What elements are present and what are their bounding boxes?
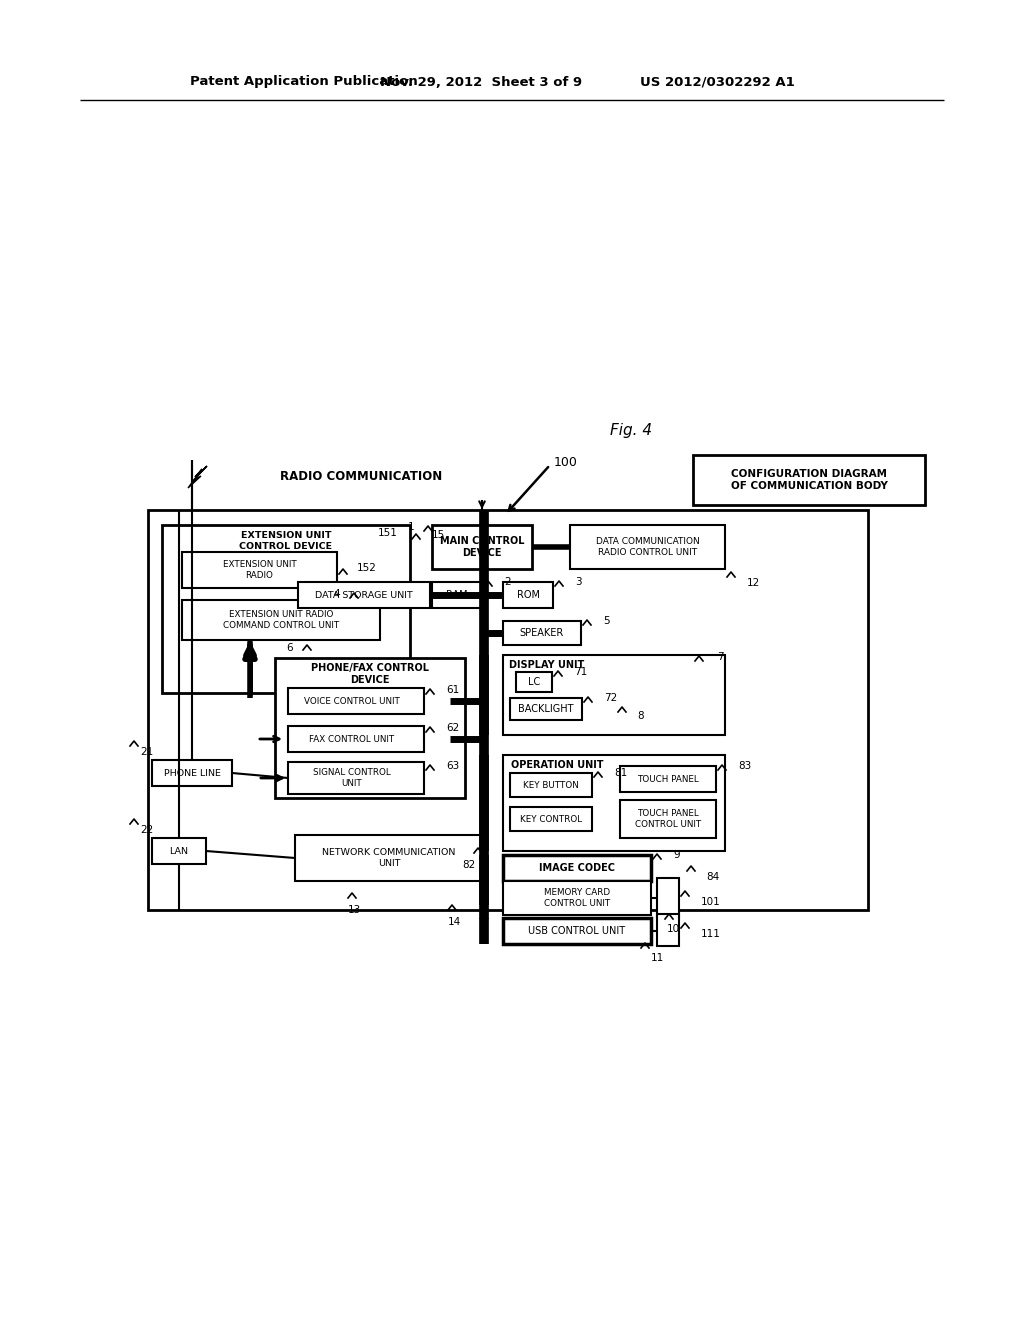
- Text: 61: 61: [446, 685, 459, 696]
- Bar: [162, 525, 410, 693]
- Text: 21: 21: [140, 747, 154, 756]
- Bar: [182, 601, 380, 640]
- Bar: [570, 525, 725, 569]
- Bar: [288, 726, 424, 752]
- Text: 10: 10: [667, 924, 680, 935]
- Bar: [288, 688, 424, 714]
- Text: MEMORY CARD
CONTROL UNIT: MEMORY CARD CONTROL UNIT: [544, 888, 610, 908]
- Text: NETWORK COMMUNICATION
UNIT: NETWORK COMMUNICATION UNIT: [323, 849, 456, 867]
- Bar: [693, 455, 925, 506]
- Text: US 2012/0302292 A1: US 2012/0302292 A1: [640, 75, 795, 88]
- Bar: [657, 878, 679, 917]
- Text: 151: 151: [378, 528, 398, 539]
- Bar: [295, 836, 483, 880]
- Text: 6: 6: [287, 643, 293, 653]
- Bar: [510, 774, 592, 797]
- Text: Nov. 29, 2012  Sheet 3 of 9: Nov. 29, 2012 Sheet 3 of 9: [380, 75, 582, 88]
- Bar: [182, 552, 337, 587]
- Text: 82: 82: [462, 861, 475, 870]
- Text: VOICE CONTROL UNIT: VOICE CONTROL UNIT: [304, 697, 400, 705]
- Bar: [148, 510, 868, 909]
- Bar: [298, 582, 430, 609]
- Bar: [503, 880, 651, 915]
- Text: DATA STORAGE UNIT: DATA STORAGE UNIT: [315, 590, 413, 599]
- Text: TOUCH PANEL
CONTROL UNIT: TOUCH PANEL CONTROL UNIT: [635, 809, 701, 829]
- Text: IMAGE CODEC: IMAGE CODEC: [539, 863, 615, 873]
- Text: 11: 11: [651, 953, 665, 964]
- Text: RAM: RAM: [446, 590, 468, 601]
- Text: 5: 5: [603, 616, 609, 626]
- Text: PHONE/FAX CONTROL
DEVICE: PHONE/FAX CONTROL DEVICE: [311, 663, 429, 685]
- Text: Fig. 4: Fig. 4: [610, 422, 652, 437]
- Text: 111: 111: [701, 929, 721, 939]
- Text: FAX CONTROL UNIT: FAX CONTROL UNIT: [309, 734, 394, 743]
- Text: KEY CONTROL: KEY CONTROL: [520, 814, 582, 824]
- Text: 72: 72: [604, 693, 617, 704]
- Text: Patent Application Publication: Patent Application Publication: [190, 75, 418, 88]
- Text: 63: 63: [446, 762, 459, 771]
- Bar: [503, 620, 581, 645]
- Text: TOUCH PANEL: TOUCH PANEL: [637, 775, 698, 784]
- Text: EXTENSION UNIT
CONTROL DEVICE: EXTENSION UNIT CONTROL DEVICE: [240, 531, 333, 550]
- Text: MAIN CONTROL
DEVICE: MAIN CONTROL DEVICE: [439, 536, 524, 558]
- Text: 1: 1: [408, 521, 414, 532]
- Polygon shape: [188, 466, 207, 488]
- Text: LAN: LAN: [170, 846, 188, 855]
- Text: SPEAKER: SPEAKER: [520, 628, 564, 638]
- Text: 12: 12: [746, 578, 760, 587]
- Text: 8: 8: [637, 711, 644, 721]
- Text: ROM: ROM: [516, 590, 540, 601]
- Bar: [432, 525, 532, 569]
- Text: 83: 83: [738, 762, 752, 771]
- Text: 4: 4: [334, 589, 340, 599]
- Text: CONFIGURATION DIAGRAM
OF COMMUNICATION BODY: CONFIGURATION DIAGRAM OF COMMUNICATION B…: [730, 469, 888, 491]
- Text: KEY BUTTON: KEY BUTTON: [523, 780, 579, 789]
- Bar: [275, 657, 465, 799]
- Bar: [152, 838, 206, 865]
- Bar: [620, 766, 716, 792]
- Text: OPERATION UNIT: OPERATION UNIT: [511, 760, 603, 770]
- Text: DISPLAY UNIT: DISPLAY UNIT: [509, 660, 585, 671]
- Bar: [503, 755, 725, 851]
- Text: EXTENSION UNIT
RADIO: EXTENSION UNIT RADIO: [222, 560, 296, 579]
- Bar: [288, 762, 424, 795]
- Text: BACKLIGHT: BACKLIGHT: [518, 704, 573, 714]
- Text: PHONE LINE: PHONE LINE: [164, 768, 220, 777]
- Text: 62: 62: [446, 723, 459, 733]
- Text: 101: 101: [701, 898, 721, 907]
- Text: EXTENSION UNIT RADIO
COMMAND CONTROL UNIT: EXTENSION UNIT RADIO COMMAND CONTROL UNI…: [223, 610, 339, 630]
- Text: RADIO COMMUNICATION: RADIO COMMUNICATION: [280, 470, 442, 483]
- Bar: [432, 582, 482, 609]
- Bar: [510, 698, 582, 719]
- Bar: [503, 917, 651, 944]
- Text: 152: 152: [357, 564, 377, 573]
- Text: DATA COMMUNICATION
RADIO CONTROL UNIT: DATA COMMUNICATION RADIO CONTROL UNIT: [596, 537, 699, 557]
- Text: USB CONTROL UNIT: USB CONTROL UNIT: [528, 927, 626, 936]
- Text: 71: 71: [574, 667, 587, 677]
- Bar: [503, 582, 553, 609]
- Bar: [657, 913, 679, 946]
- Text: SIGNAL CONTROL
UNIT: SIGNAL CONTROL UNIT: [313, 768, 391, 788]
- Text: 100: 100: [554, 457, 578, 470]
- Text: 13: 13: [348, 906, 361, 915]
- Text: 22: 22: [140, 825, 154, 836]
- Text: 14: 14: [449, 917, 461, 927]
- Text: 15: 15: [432, 531, 445, 540]
- Text: 7: 7: [717, 652, 724, 663]
- Text: 9: 9: [673, 850, 680, 861]
- Text: LC: LC: [528, 677, 540, 686]
- Text: 3: 3: [575, 577, 582, 587]
- Bar: [620, 800, 716, 838]
- Text: 81: 81: [614, 768, 628, 777]
- Text: 84: 84: [706, 873, 719, 882]
- Bar: [152, 760, 232, 785]
- Bar: [503, 655, 725, 735]
- Bar: [503, 855, 651, 880]
- Bar: [510, 807, 592, 832]
- Bar: [516, 672, 552, 692]
- Text: 2: 2: [504, 577, 511, 587]
